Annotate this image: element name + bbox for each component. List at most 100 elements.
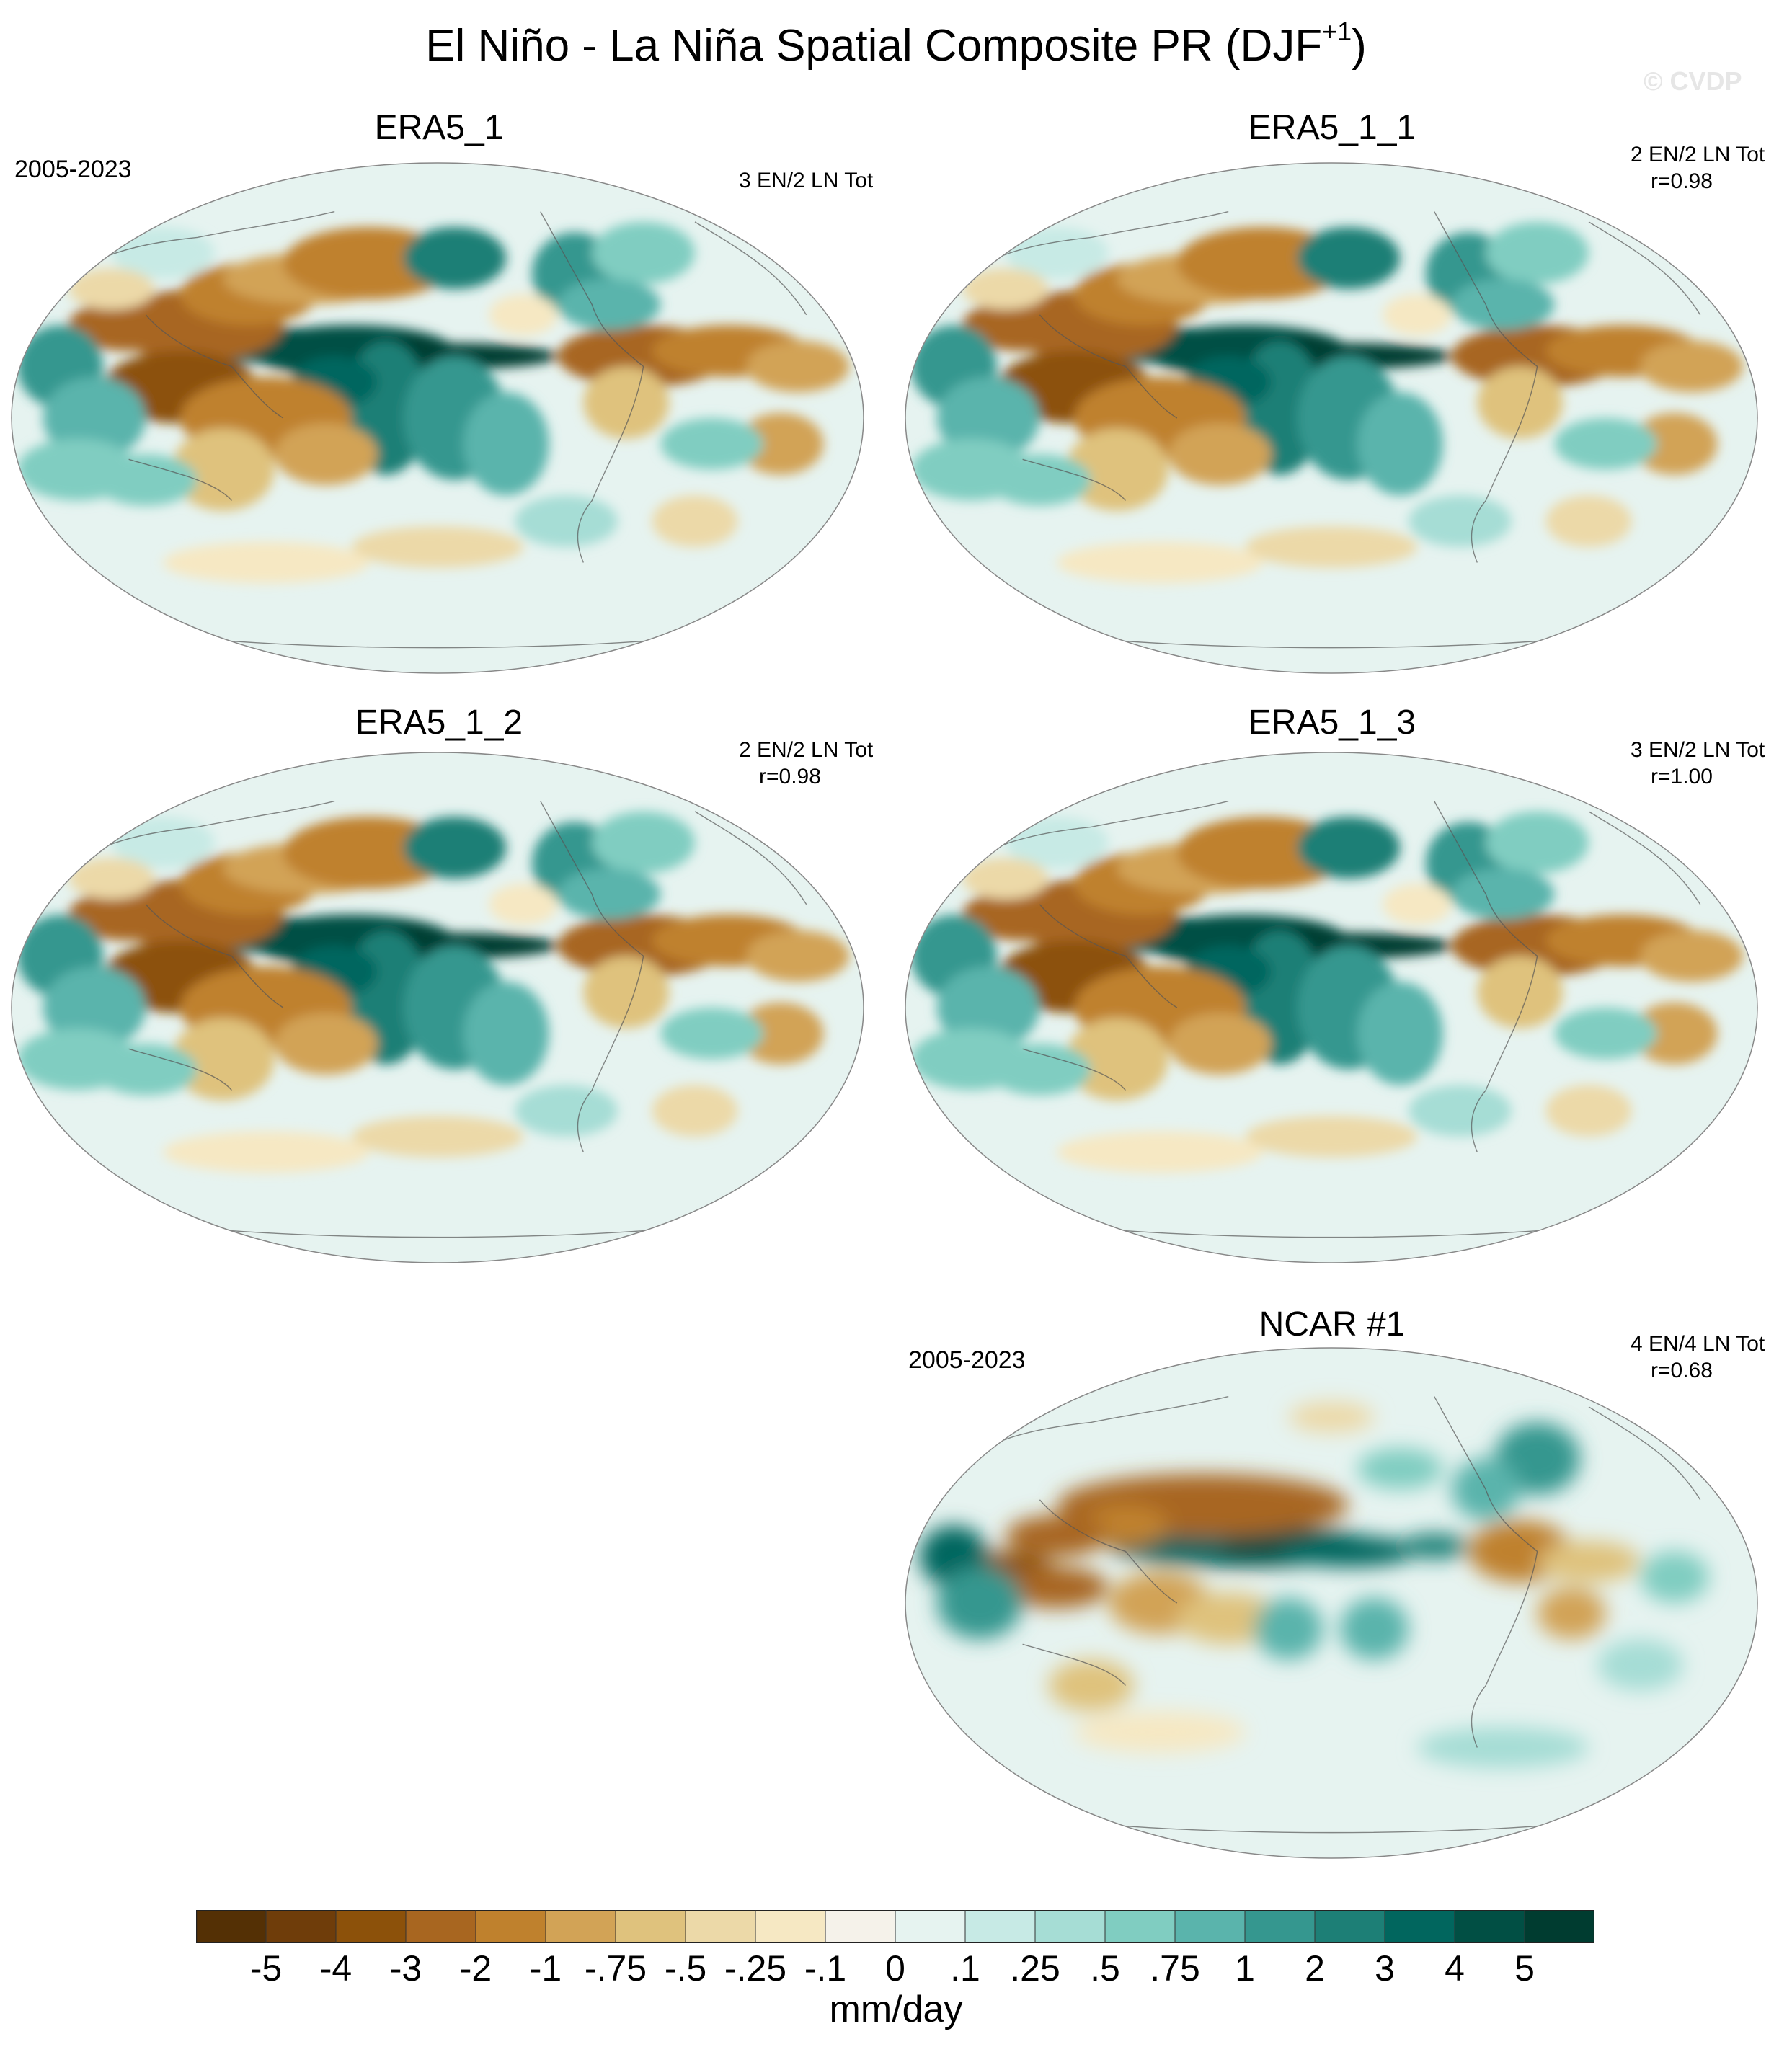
anomaly-region [1631, 412, 1718, 475]
coastline [1108, 1229, 1555, 1238]
anomaly-region [1254, 1597, 1323, 1660]
panel-event-count: 2 EN/2 LN Tot [739, 738, 874, 762]
anomaly-region [1486, 221, 1589, 284]
panel-title-ncar-1: NCAR #1 [1259, 1305, 1406, 1343]
colorbar-swatch [1315, 1910, 1385, 1943]
colorbar-swatch [965, 1910, 1036, 1943]
colorbar-tick-label: .1 [950, 1948, 980, 1989]
coastline [128, 1048, 232, 1091]
map-border [11, 752, 864, 1263]
map-era5-1-2 [11, 752, 864, 1263]
anomaly-region [43, 966, 146, 1049]
anomaly-region [352, 526, 523, 568]
anomaly-region [1383, 294, 1452, 336]
anomaly-region [111, 817, 215, 869]
colorbar-tick-label: -1 [529, 1948, 562, 1989]
anomaly-region [988, 1044, 1091, 1096]
colorbar-swatch [1035, 1910, 1106, 1943]
anomaly-region [1357, 982, 1443, 1085]
panel-title-era5-1-2: ERA5_1_2 [355, 703, 523, 742]
anomaly-region [1005, 817, 1109, 869]
coastline [145, 904, 284, 1008]
panel-correlation: r=0.98 [759, 765, 821, 789]
coastline [1108, 639, 1555, 649]
panel-period: 2005-2023 [908, 1346, 1026, 1374]
anomaly-region [163, 541, 369, 584]
panel-correlation: r=0.68 [1651, 1359, 1713, 1382]
anomaly-region [163, 1131, 369, 1173]
colorbar-swatch [1175, 1910, 1246, 1943]
anomaly-region [1357, 392, 1443, 496]
colorbar-swatch [1105, 1910, 1176, 1943]
colorbar-tick-label: -2 [459, 1948, 492, 1989]
colorbar-tick-label: .25 [1010, 1948, 1060, 1989]
anomaly-region [515, 1085, 618, 1137]
anomaly-region [1554, 418, 1658, 470]
anomaly-region [592, 221, 695, 284]
panel-title-era5-1-1: ERA5_1_1 [1248, 109, 1416, 147]
anomaly-region [1246, 526, 1417, 568]
anomaly-region [43, 376, 146, 460]
anomaly-region [1409, 1085, 1512, 1137]
panel-event-count: 3 EN/2 LN Tot [739, 169, 874, 192]
anomaly-region [988, 454, 1091, 506]
panel-event-count: 4 EN/4 LN Tot [1631, 1332, 1765, 1356]
anomaly-region [936, 376, 1040, 460]
panel-event-count: 2 EN/2 LN Tot [1631, 143, 1765, 166]
anomaly-region [1057, 541, 1263, 584]
coastline [1588, 1406, 1701, 1501]
anomaly-region [403, 227, 507, 289]
colorbar-tick-label: -.25 [724, 1948, 787, 1989]
colorbar-swatch [1385, 1910, 1455, 1943]
coastline [214, 1229, 661, 1238]
anomaly-region [68, 889, 189, 941]
colorbar-tick-label: 3 [1375, 1948, 1395, 1989]
coastline [1022, 1643, 1126, 1687]
anomaly-region [1297, 227, 1401, 289]
anomaly-region [94, 1044, 198, 1096]
anomaly-region [1357, 1448, 1443, 1490]
anomaly-region [403, 817, 507, 879]
anomaly-region [489, 884, 558, 925]
colorbar-tick-label: 2 [1305, 1948, 1325, 1989]
panel-title-era5-1: ERA5_1 [374, 109, 504, 147]
anomaly-region [1168, 423, 1272, 486]
anomaly-region [1168, 1013, 1272, 1075]
coastline [540, 801, 644, 1152]
anomaly-region [652, 1085, 738, 1137]
colorbar-tick-label: -.5 [664, 1948, 707, 1989]
coastline [1039, 904, 1178, 1008]
colorbar-tick-label: -5 [249, 1948, 283, 1989]
colorbar-tick-label: 4 [1445, 1948, 1465, 1989]
panel-title-era5-1-3: ERA5_1_3 [1248, 703, 1416, 742]
anomaly-region [962, 858, 1049, 900]
watermark: © CVDP [1644, 66, 1742, 96]
map-border [905, 752, 1758, 1263]
colorbar-swatch [406, 1910, 476, 1943]
anomaly-region [746, 340, 850, 393]
anomaly-region [1631, 1002, 1718, 1065]
coastline [540, 211, 644, 563]
colorbar-swatch [1525, 1910, 1594, 1943]
anomaly-region [1400, 1533, 1469, 1560]
colorbar-tick-label: .5 [1090, 1948, 1120, 1989]
anomaly-region [1297, 817, 1401, 879]
anomaly-region [1640, 930, 1744, 982]
anomaly-region [962, 889, 1083, 941]
anomaly-region [746, 930, 850, 982]
colorbar-tick-label: 0 [885, 1948, 905, 1989]
anomaly-region [1005, 1566, 1109, 1609]
anomaly-region [583, 366, 670, 439]
anomaly-region [1486, 811, 1589, 874]
colorbar-tick-label: -.75 [584, 1948, 647, 1989]
anomaly-region [515, 495, 618, 547]
anomaly-region [592, 811, 695, 874]
anomaly-region [1537, 1587, 1606, 1640]
coastline [1434, 211, 1538, 563]
anomaly-region [1065, 1018, 1168, 1101]
anomaly-region [463, 982, 549, 1085]
coastline [1588, 221, 1701, 316]
anomaly-region [1057, 1131, 1263, 1173]
colorbar-swatch [266, 1910, 337, 1943]
anomaly-region [1417, 1726, 1589, 1769]
